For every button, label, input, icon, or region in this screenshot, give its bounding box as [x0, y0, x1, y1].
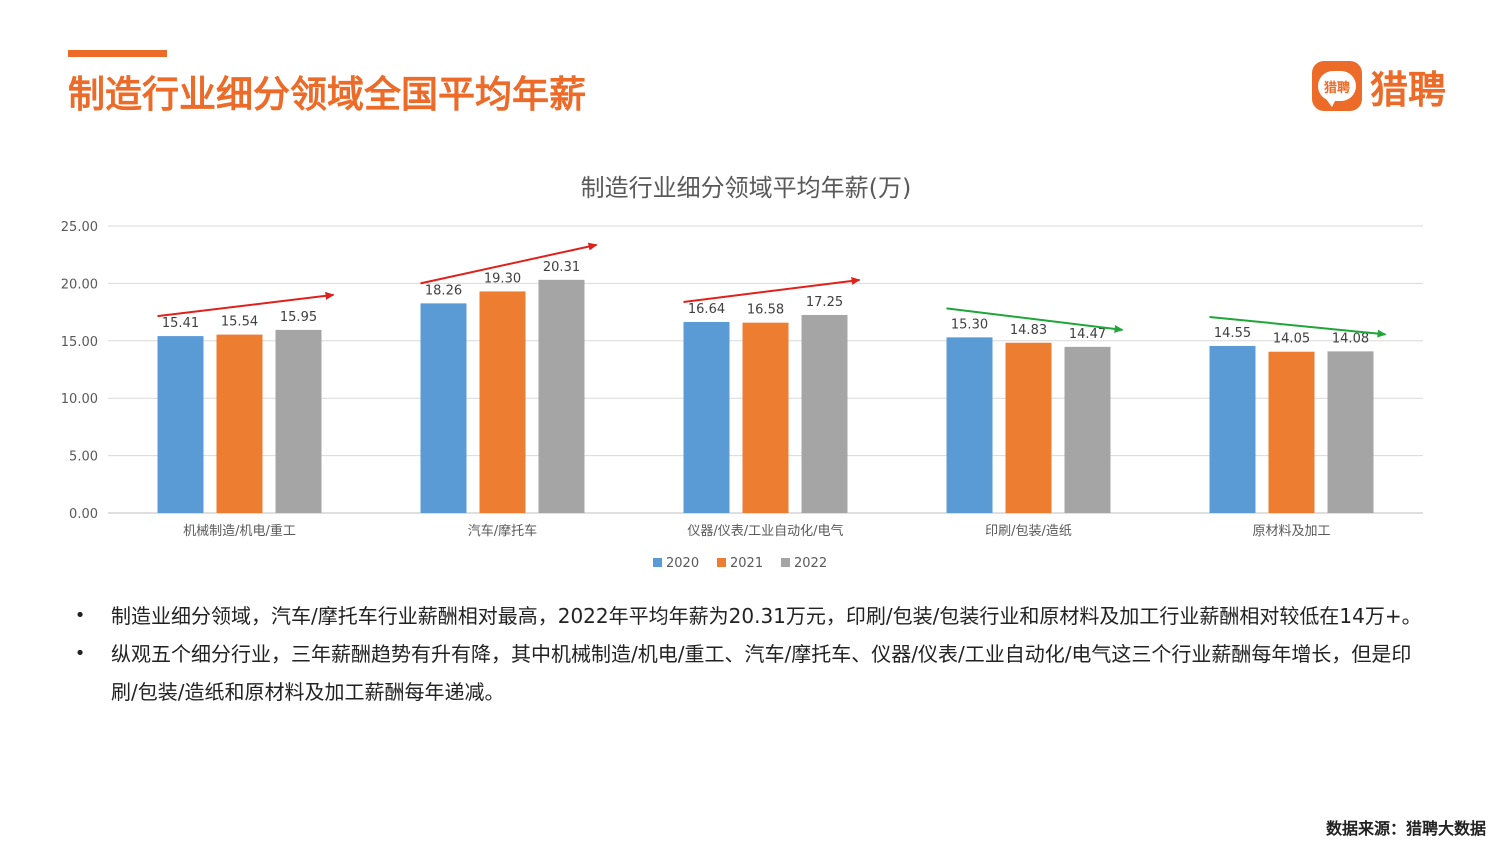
legend-label: 2020 — [666, 556, 699, 571]
logo-badge-icon: 猎聘 — [1312, 61, 1362, 111]
x-tick-label: 印刷/包装/造纸 — [985, 524, 1072, 539]
bullet-text: 制造业细分领域，汽车/摩托车行业薪酬相对最高，2022年平均年薪为20.31万元… — [111, 604, 1422, 628]
y-tick-label: 20.00 — [61, 277, 98, 292]
data-label: 14.47 — [1069, 327, 1106, 342]
legend-swatch — [781, 558, 790, 567]
trend-arrow-icon — [157, 291, 335, 318]
y-tick-label: 5.00 — [69, 450, 98, 465]
bar — [1005, 342, 1052, 513]
chart-bars — [157, 279, 1374, 513]
bar — [683, 321, 730, 513]
bar — [946, 337, 993, 513]
bar — [157, 336, 204, 513]
bullet-text: 纵观五个细分行业，三年薪酬趋势有升有降，其中机械制造/机电/重工、汽车/摩托车、… — [111, 642, 1412, 704]
trend-arrow-icon — [683, 276, 861, 303]
x-tick-label: 原材料及加工 — [1252, 524, 1330, 539]
data-label: 14.55 — [1214, 326, 1251, 341]
summary-bullets: • 制造业细分领域，汽车/摩托车行业薪酬相对最高，2022年平均年薪为20.31… — [70, 597, 1430, 711]
y-tick-label: 0.00 — [69, 507, 98, 522]
bar — [420, 303, 467, 513]
data-label: 17.25 — [806, 295, 843, 310]
page-title: 制造行业细分领域全国平均年薪 — [68, 73, 586, 116]
data-label: 14.05 — [1273, 332, 1310, 347]
x-axis: 机械制造/机电/重工 汽车/摩托车 仪器/仪表/工业自动化/电气 印刷/包装/造纸 原材… — [183, 523, 1330, 539]
trend-arrow-icon — [946, 307, 1124, 333]
bar — [1268, 351, 1315, 513]
bar — [1327, 351, 1374, 513]
data-label: 19.30 — [484, 271, 521, 286]
trend-arrow-icon — [420, 242, 598, 285]
chart-data-labels: 15.41 15.54 15.95 18.26 19.30 20.31 16.64 16.58… — [162, 260, 1369, 347]
logo-text: 猎聘 — [1370, 67, 1447, 112]
data-label: 14.83 — [1010, 323, 1047, 338]
data-label: 18.26 — [425, 283, 462, 298]
bar — [479, 291, 526, 513]
bar — [801, 314, 848, 513]
bullet-item: • 制造业细分领域，汽车/摩托车行业薪酬相对最高，2022年平均年薪为20.31… — [70, 597, 1430, 635]
legend-swatch — [653, 558, 662, 567]
legend-label: 2021 — [730, 556, 763, 571]
chart-container: 制造行业细分领域平均年薪(万) 0.00 5.00 10.00 15.00 20.00 2… — [61, 174, 1423, 571]
bullet-dot-icon: • — [74, 643, 86, 664]
trend-arrows — [157, 242, 1387, 338]
x-tick-label: 仪器/仪表/工业自动化/电气 — [687, 523, 843, 539]
bar — [216, 334, 263, 513]
data-source: 数据来源：猎聘大数据 — [1325, 819, 1486, 838]
chart-legend: 2020 2021 2022 — [653, 556, 827, 571]
data-label: 15.95 — [280, 310, 317, 325]
chart-title: 制造行业细分领域平均年薪(万) — [581, 174, 912, 202]
legend-swatch — [717, 558, 726, 567]
y-axis: 0.00 5.00 10.00 15.00 20.00 25.00 — [61, 220, 98, 522]
bar — [1064, 346, 1111, 513]
bar — [275, 329, 322, 513]
data-label: 16.64 — [688, 302, 725, 317]
bullet-dot-icon: • — [74, 605, 86, 626]
x-tick-label: 汽车/摩托车 — [468, 523, 537, 539]
data-label: 14.08 — [1332, 331, 1369, 346]
legend-label: 2022 — [794, 556, 827, 571]
data-label: 15.30 — [951, 317, 988, 332]
bar — [742, 322, 789, 513]
logo-badge-text: 猎聘 — [1318, 71, 1356, 107]
data-label: 16.58 — [747, 303, 784, 318]
y-tick-label: 25.00 — [61, 220, 98, 235]
bar — [538, 279, 585, 513]
y-tick-label: 15.00 — [61, 335, 98, 350]
trend-arrow-icon — [1209, 315, 1387, 338]
data-label: 15.41 — [162, 316, 199, 331]
title-accent-bar — [68, 50, 167, 57]
x-tick-label: 机械制造/机电/重工 — [183, 523, 296, 539]
bar-chart: 制造行业细分领域平均年薪(万) 0.00 5.00 10.00 15.00 20.00 2… — [61, 174, 1423, 571]
data-label: 20.31 — [543, 260, 580, 275]
data-label: 15.54 — [221, 315, 258, 330]
bar — [1209, 345, 1256, 513]
brand-logo: 猎聘 猎聘 — [1312, 60, 1446, 112]
bullet-item: • 纵观五个细分行业，三年薪酬趋势有升有降，其中机械制造/机电/重工、汽车/摩托… — [70, 635, 1430, 711]
y-tick-label: 10.00 — [61, 392, 98, 407]
